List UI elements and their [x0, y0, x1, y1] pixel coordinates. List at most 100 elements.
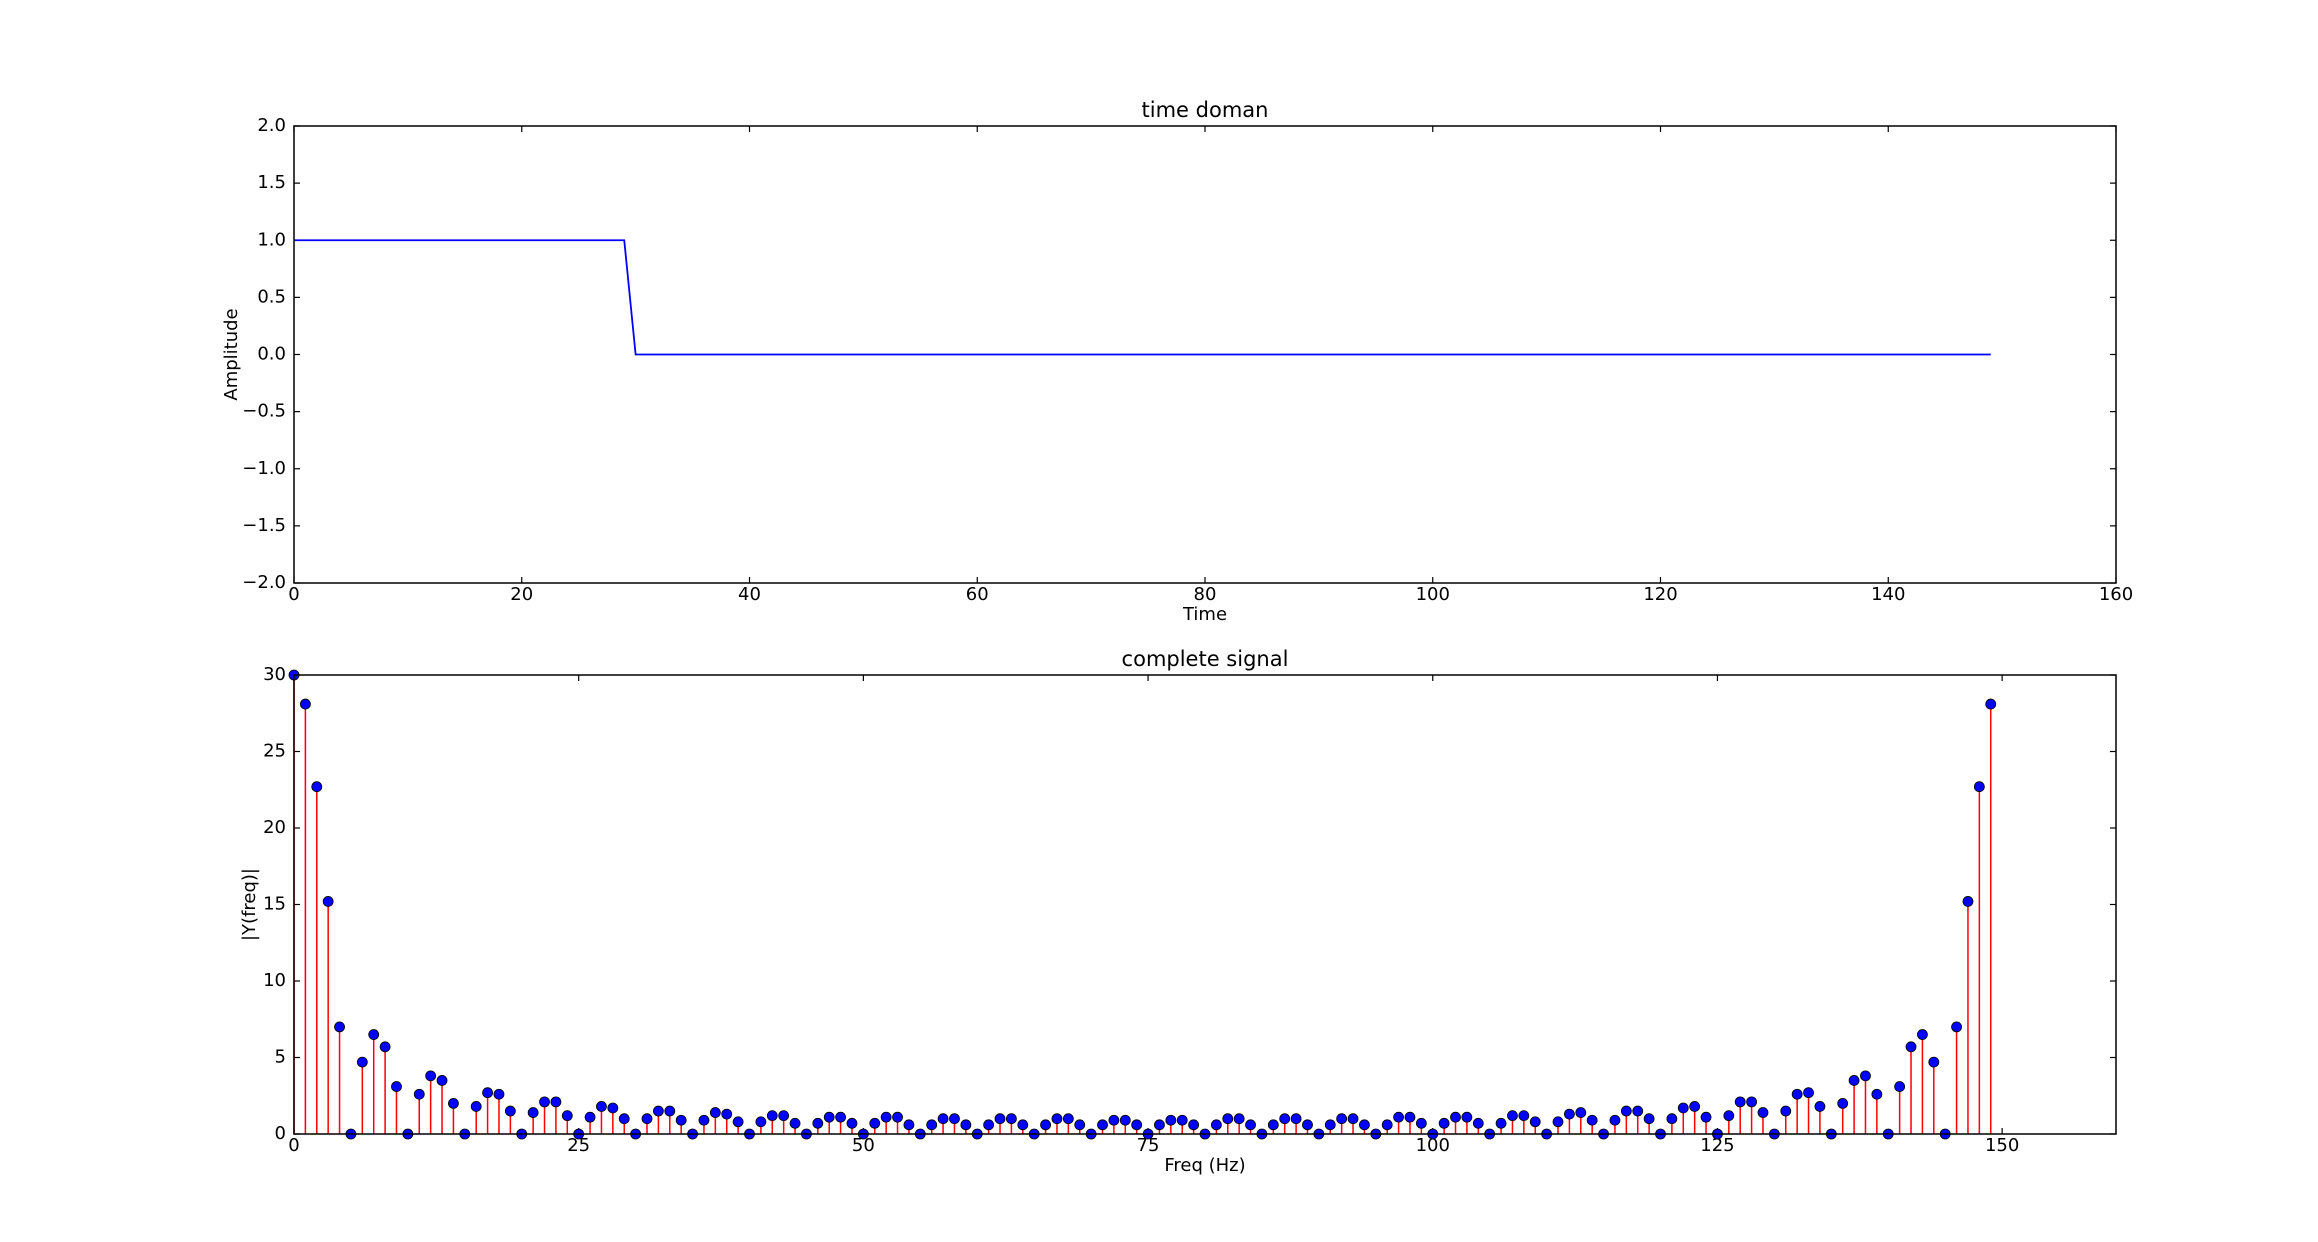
stem-marker: [1666, 1113, 1678, 1125]
stem-marker: [391, 1081, 402, 1092]
stem-marker: [493, 1088, 505, 1100]
x-tick-label: 125: [1700, 1135, 1734, 1156]
stem-marker: [1575, 1107, 1587, 1118]
stem-marker: [561, 1110, 573, 1122]
stem-marker: [413, 1088, 425, 1100]
y-tick-label: 15: [263, 894, 286, 915]
stem-marker: [1017, 1119, 1029, 1131]
y-tick-label: −2.0: [242, 572, 286, 593]
stem-marker: [1006, 1113, 1017, 1125]
stem-marker: [618, 1113, 630, 1125]
stem-marker: [322, 896, 334, 907]
stem-marker: [653, 1105, 664, 1117]
stem-marker: [1495, 1117, 1507, 1129]
stem-marker: [607, 1102, 619, 1114]
x-tick-label: 160: [2099, 584, 2133, 605]
stem-marker: [1677, 1102, 1689, 1114]
stem-marker: [1154, 1119, 1165, 1131]
stem-marker: [1051, 1113, 1063, 1125]
stem-marker: [1210, 1119, 1222, 1131]
stem-marker: [675, 1114, 687, 1126]
axes-frame: [293, 674, 2117, 1135]
stem-marker: [1347, 1113, 1359, 1125]
stem-marker: [778, 1110, 790, 1122]
stem-marker: [1359, 1119, 1370, 1131]
stem-marker: [1973, 781, 1985, 793]
stem-marker: [732, 1116, 744, 1128]
stem-marker: [1837, 1098, 1849, 1109]
stem-marker: [1985, 698, 1997, 710]
stem-marker: [709, 1107, 721, 1118]
stem-marker: [1222, 1113, 1234, 1125]
stem-marker: [1404, 1111, 1416, 1123]
stem-marker: [983, 1119, 995, 1131]
stem-marker: [1609, 1114, 1621, 1126]
x-axis-label: Time: [1182, 604, 1227, 625]
stem-marker: [311, 781, 323, 793]
y-tick-label: −1.0: [242, 458, 286, 479]
stem-marker: [1529, 1116, 1541, 1128]
stem-marker: [1746, 1096, 1757, 1108]
stem-marker: [584, 1111, 596, 1123]
stem-marker: [1393, 1111, 1404, 1123]
y-tick-label: 1.5: [257, 172, 286, 193]
y-axis-label: |Y(freq)|: [239, 868, 260, 941]
x-tick-label: 0: [288, 1135, 299, 1156]
stem-marker: [334, 1021, 345, 1033]
stem-marker: [1917, 1029, 1928, 1040]
stem-marker: [1632, 1105, 1644, 1117]
y-tick-label: 2.0: [257, 115, 286, 136]
x-tick-label: 80: [1194, 584, 1217, 605]
stem-marker: [823, 1111, 835, 1123]
stem-marker: [1290, 1113, 1302, 1125]
x-axis-label: Freq (Hz): [1164, 1155, 1245, 1176]
stem-marker: [926, 1119, 938, 1131]
stem-marker: [755, 1116, 767, 1128]
y-tick-label: 1.0: [257, 229, 286, 250]
stem-marker: [1438, 1117, 1450, 1129]
stem-marker: [482, 1087, 493, 1099]
stem-marker: [1097, 1119, 1108, 1131]
stem-marker: [1518, 1110, 1530, 1122]
stem-marker: [1040, 1119, 1051, 1131]
stem-marker: [1905, 1041, 1917, 1053]
stem-marker: [1734, 1096, 1746, 1108]
y-axis-label: Amplitude: [221, 308, 242, 400]
y-tick-label: −0.5: [242, 401, 286, 422]
y-tick-label: −1.5: [242, 515, 286, 536]
y-tick-label: 0: [275, 1123, 286, 1144]
stem-marker: [1700, 1111, 1712, 1123]
x-tick-label: 20: [510, 584, 533, 605]
stem-marker: [1176, 1114, 1188, 1126]
stem-marker: [1165, 1114, 1177, 1126]
y-tick-label: 0.0: [257, 344, 286, 365]
stem-marker: [1381, 1119, 1393, 1131]
stem-marker: [1643, 1113, 1655, 1125]
y-tick-label: 30: [263, 664, 286, 685]
x-tick-label: 25: [567, 1135, 590, 1156]
y-tick-label: 20: [263, 817, 286, 838]
stem-marker: [425, 1070, 437, 1082]
stem-marker: [1472, 1117, 1484, 1129]
stem-marker: [1507, 1110, 1518, 1122]
axes-frame: [293, 125, 2117, 584]
stem-marker: [527, 1107, 539, 1118]
stem-marker: [1848, 1075, 1860, 1086]
stem-marker: [1461, 1111, 1473, 1123]
stem-marker: [1791, 1088, 1803, 1100]
stem-marker: [379, 1041, 391, 1053]
stem-marker: [1324, 1119, 1336, 1131]
stem-marker: [1336, 1113, 1348, 1125]
stem-marker: [994, 1113, 1006, 1125]
stem-marker: [641, 1113, 653, 1125]
x-tick-label: 100: [1416, 1135, 1450, 1156]
chart-title: complete signal: [1122, 647, 1289, 671]
stem-marker: [1894, 1081, 1906, 1092]
chart-title: time doman: [1142, 98, 1269, 122]
stem-marker: [1245, 1119, 1256, 1131]
stem-marker: [937, 1113, 949, 1125]
stem-marker: [1062, 1113, 1074, 1125]
stem-marker: [766, 1110, 778, 1122]
x-tick-label: 0: [288, 584, 299, 605]
